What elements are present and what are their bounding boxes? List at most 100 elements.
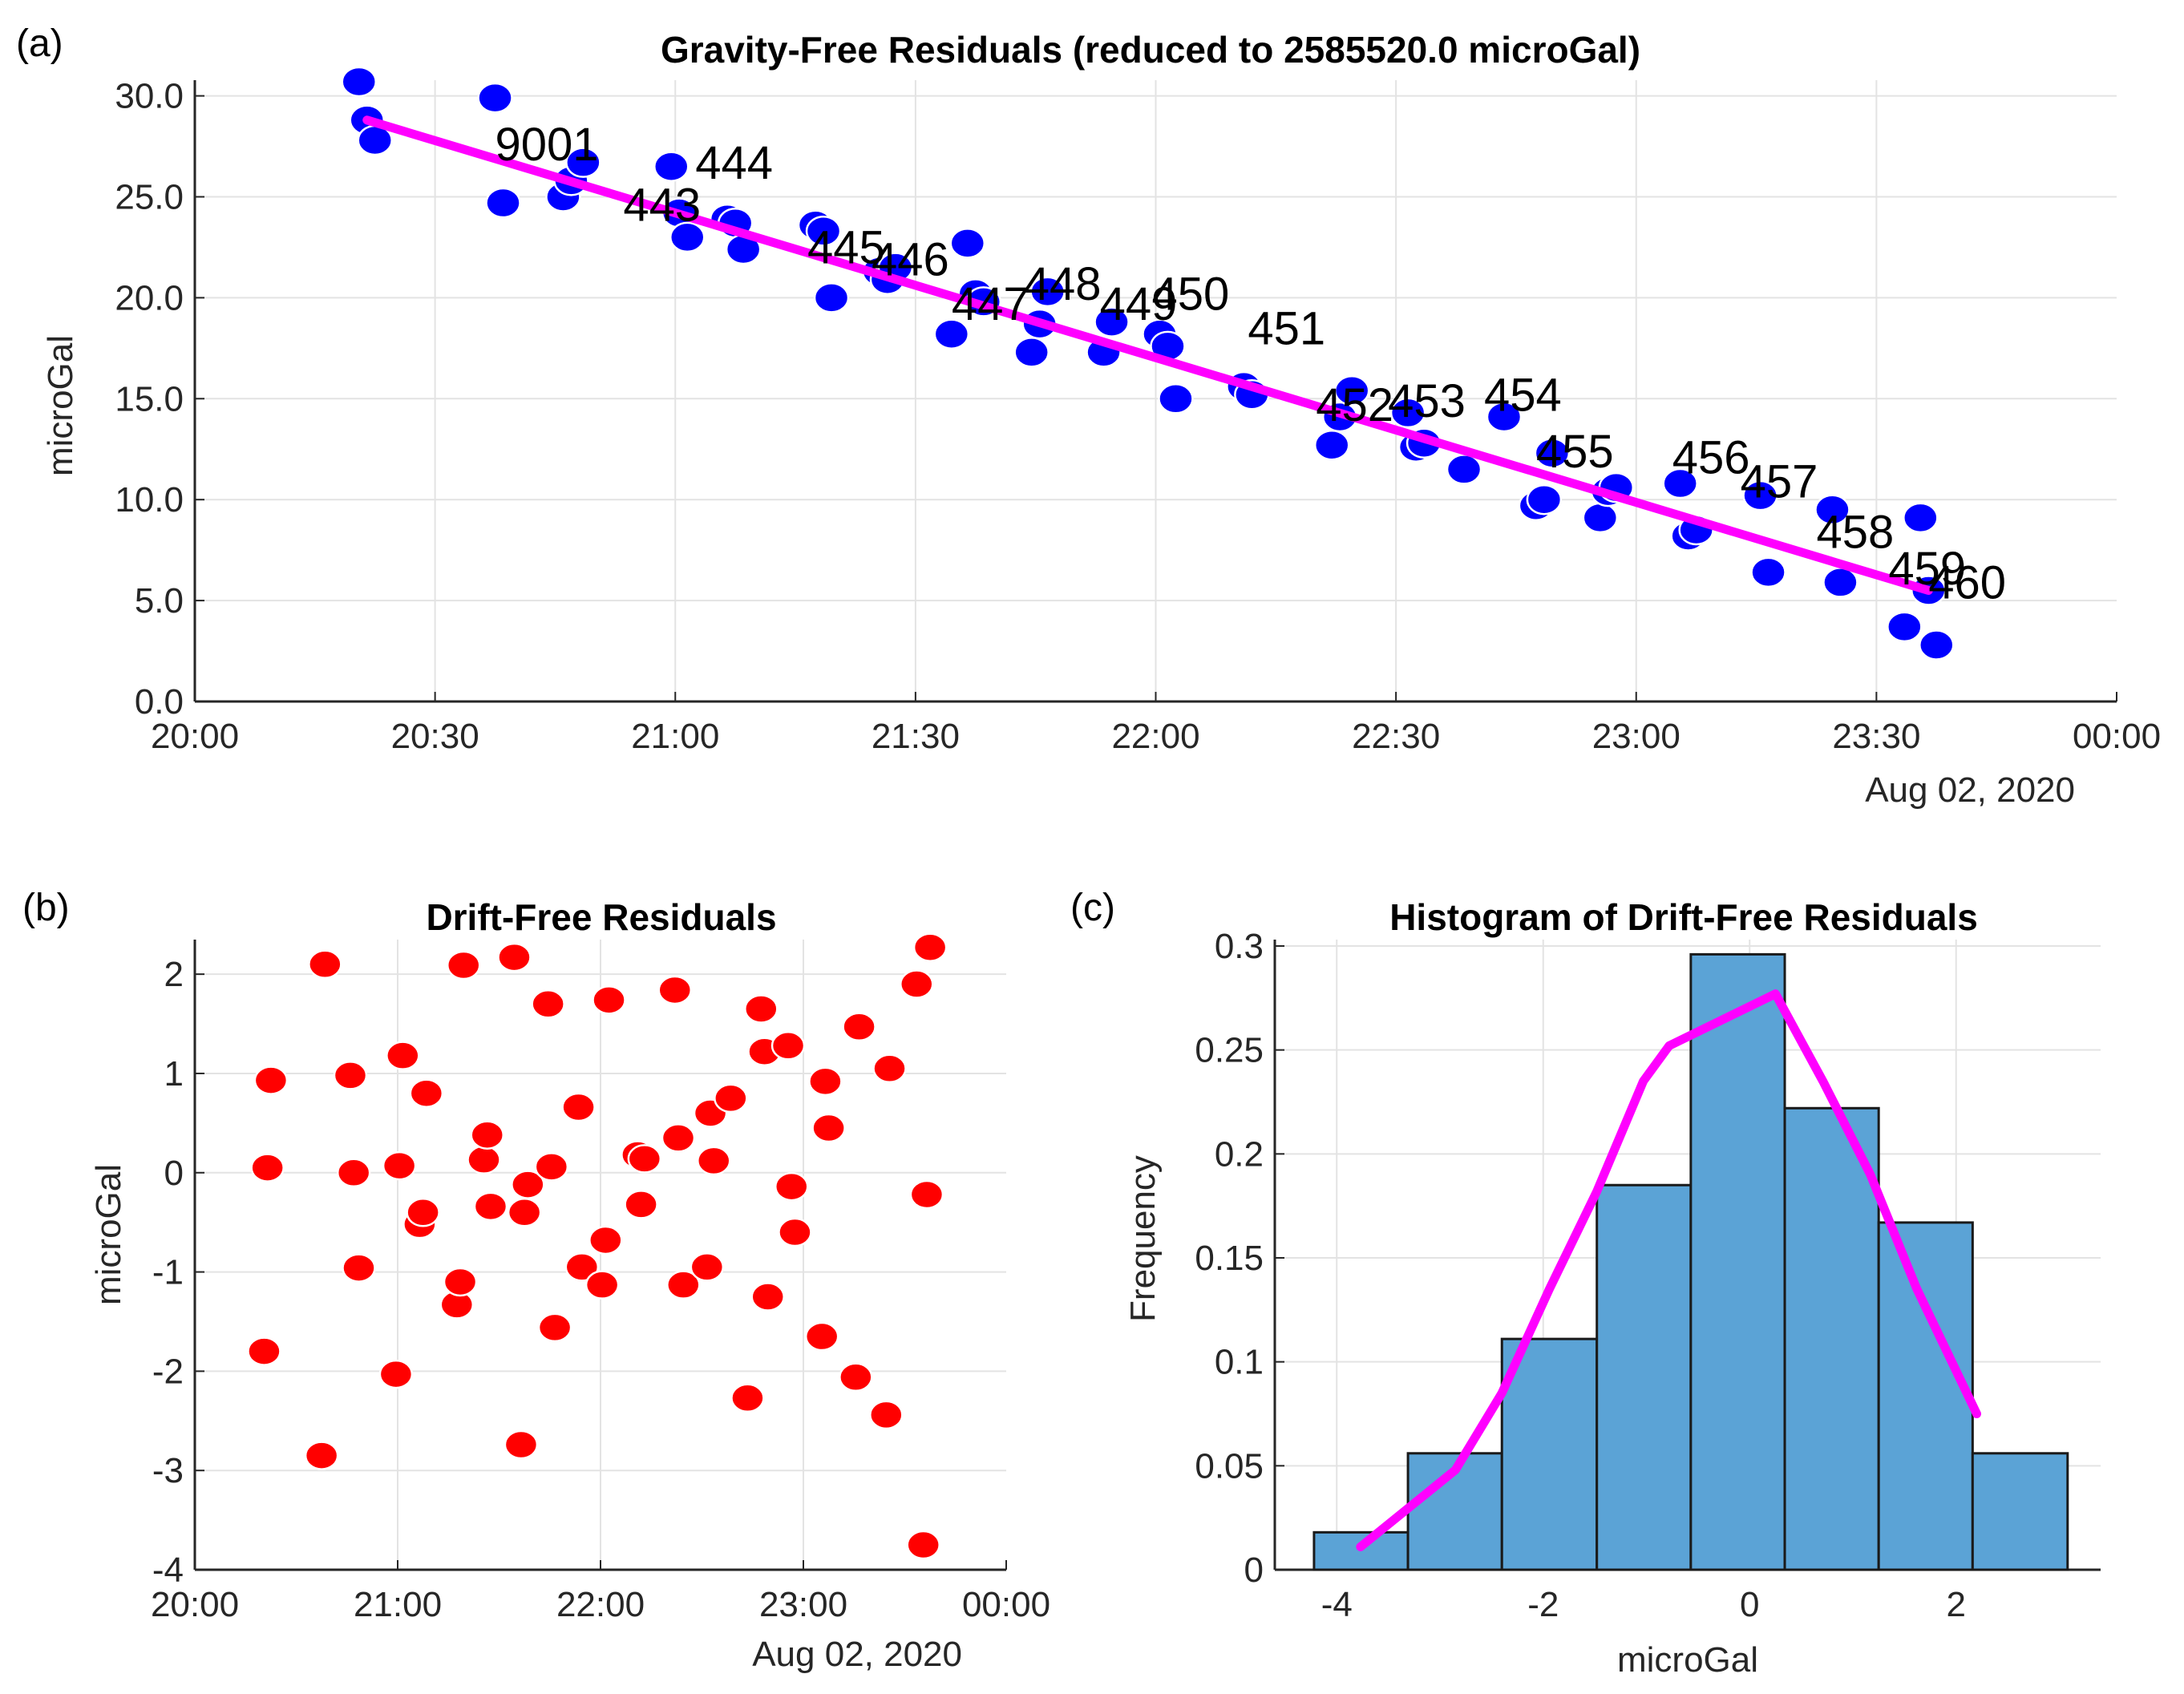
data-point <box>409 1078 444 1108</box>
chart-c-title: Histogram of Drift-Free Residuals <box>1389 896 1978 938</box>
y-tick-label: 0.3 <box>1215 927 1264 966</box>
x-tick-label: 20:30 <box>391 717 479 756</box>
data-point <box>949 228 986 259</box>
data-point <box>1822 567 1858 598</box>
data-point <box>378 1359 414 1389</box>
chart-c-ylabel: Frequency <box>1123 1155 1163 1322</box>
x-tick-label: 23:00 <box>1592 717 1680 756</box>
y-tick-label: -2 <box>152 1352 184 1391</box>
data-point <box>774 1171 809 1202</box>
x-tick-label: 20:00 <box>151 717 239 756</box>
data-point <box>584 1270 620 1300</box>
data-point <box>1486 401 1523 433</box>
y-tick-label: 0 <box>164 1154 184 1193</box>
data-point <box>470 1120 504 1150</box>
data-point <box>900 969 934 999</box>
data-point <box>446 950 481 980</box>
data-point <box>1029 276 1066 308</box>
station-label: 447 <box>952 278 1029 330</box>
x-tick-label: 2 <box>1947 1585 1966 1624</box>
station-label: 450 <box>1152 269 1230 321</box>
x-tick-label: 23:30 <box>1832 717 1920 756</box>
data-point <box>1446 454 1482 485</box>
data-point <box>250 1153 285 1183</box>
station-label: 452 <box>1316 379 1393 431</box>
data-point <box>666 1270 701 1300</box>
x-tick-label: 22:30 <box>1352 717 1440 756</box>
chart-b-date-label: Aug 02, 2020 <box>752 1635 962 1674</box>
station-label: 460 <box>1928 557 2006 609</box>
data-point <box>477 82 513 114</box>
data-point <box>669 221 706 253</box>
panel-label-c: (c) <box>1070 887 1115 929</box>
data-point <box>714 1083 748 1114</box>
station-label: 9001 <box>495 119 599 171</box>
x-tick-label: -4 <box>1321 1585 1353 1624</box>
x-tick-label: 21:30 <box>872 717 960 756</box>
station-label: 448 <box>1024 258 1102 310</box>
station-label: 446 <box>872 234 949 286</box>
data-point <box>933 318 970 350</box>
y-tick-label: -1 <box>152 1253 184 1292</box>
data-point <box>1814 494 1850 526</box>
chart-c-xlabel: microGal <box>1617 1640 1758 1680</box>
station-label: 453 <box>1388 375 1466 427</box>
station-label: 449 <box>1100 278 1178 330</box>
y-tick-label: 5.0 <box>135 581 184 621</box>
y-tick-label: 2 <box>164 955 184 994</box>
data-point <box>304 1441 339 1470</box>
station-label: 445 <box>807 222 885 274</box>
chart-b: (b) Drift-Free Residuals -4 -3 -2 -1 0 1 2 20:… <box>22 887 1050 1674</box>
data-point <box>869 1400 904 1430</box>
data-point <box>561 1092 596 1122</box>
data-point <box>1582 502 1619 534</box>
panel-label-b: (b) <box>22 887 70 929</box>
data-point <box>247 1336 281 1366</box>
histogram-bar <box>1500 1337 1599 1571</box>
chart-c-bars <box>1312 952 2069 1571</box>
data-point <box>592 985 626 1015</box>
data-point <box>1742 479 1778 511</box>
x-tick-label: 00:00 <box>2073 717 2161 756</box>
data-point <box>697 1146 731 1176</box>
fit-curve <box>1356 989 1981 1551</box>
chart-c: (c) Histogram of Drift-Free Residuals 0 0… <box>1070 887 2101 1680</box>
chart-a-ylabel: microGal <box>41 335 80 476</box>
data-point <box>912 932 948 962</box>
data-point <box>511 1170 545 1199</box>
data-point <box>386 1041 420 1070</box>
data-point <box>730 1383 765 1413</box>
y-tick-label: 15.0 <box>115 379 184 418</box>
fit-line <box>362 115 1933 596</box>
data-point <box>1313 429 1350 461</box>
data-point <box>842 1012 876 1042</box>
chart-c-y-axis: 0 0.05 0.1 0.15 0.2 0.25 0.3 <box>1195 927 1284 1590</box>
y-tick-label: 25.0 <box>115 177 184 216</box>
data-point <box>333 1061 368 1090</box>
station-label: 459 <box>1888 543 1966 595</box>
panel-label-a: (a) <box>16 22 63 65</box>
data-point <box>564 1252 600 1282</box>
data-point <box>661 1123 696 1153</box>
data-point <box>485 187 521 219</box>
x-tick-label: -2 <box>1527 1585 1559 1624</box>
x-tick-label: 0 <box>1740 1585 1759 1624</box>
data-point <box>1534 438 1571 469</box>
data-point <box>507 1198 542 1227</box>
data-point <box>1333 374 1370 406</box>
y-tick-label: 0 <box>1244 1550 1264 1590</box>
data-point <box>778 1217 812 1247</box>
chart-b-y-axis: -4 -3 -2 -1 0 1 2 <box>152 940 204 1590</box>
y-tick-label: -4 <box>152 1550 184 1590</box>
data-point <box>744 994 779 1024</box>
y-tick-label: 0.05 <box>1195 1446 1264 1486</box>
data-point <box>1094 306 1130 338</box>
station-label: 457 <box>1741 456 1818 508</box>
data-point <box>813 282 850 313</box>
chart-b-title: Drift-Free Residuals <box>426 896 776 938</box>
data-point <box>624 1190 658 1219</box>
chart-a-title: Gravity-Free Residuals (reduced to 25855… <box>661 29 1640 71</box>
x-tick-label: 21:00 <box>631 717 719 756</box>
